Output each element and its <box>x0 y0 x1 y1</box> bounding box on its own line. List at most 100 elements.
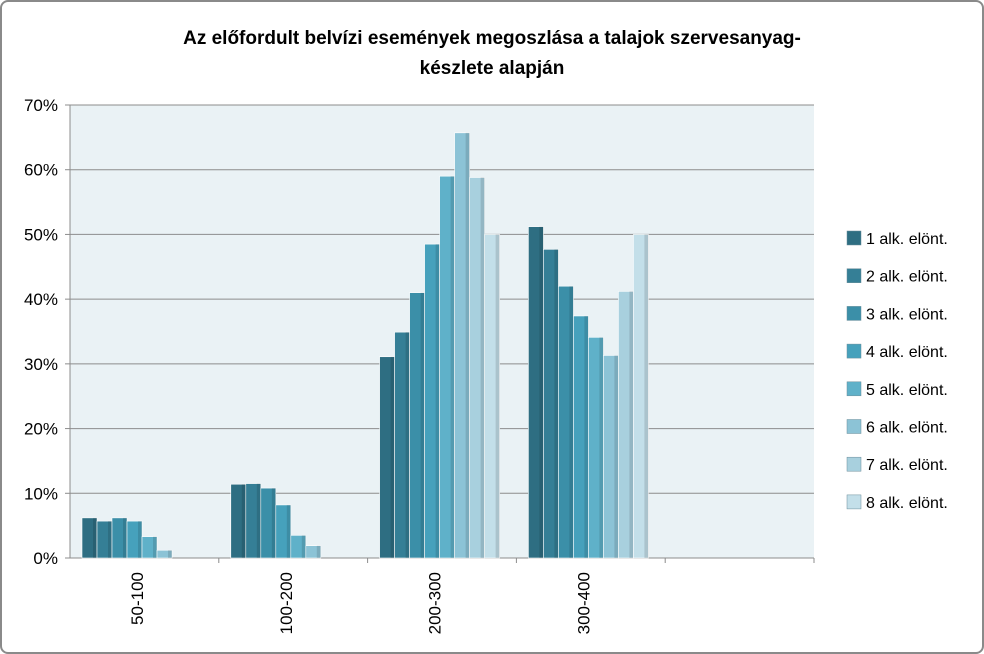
bar <box>469 177 485 559</box>
legend-label: 5 alk. elönt. <box>866 382 948 399</box>
legend-swatch <box>846 456 862 472</box>
bar <box>603 355 619 559</box>
legend-label: 3 alk. elönt. <box>866 306 948 323</box>
y-tick-label: 70% <box>24 96 58 115</box>
bar-shade <box>435 244 440 558</box>
bar-shade <box>241 484 246 558</box>
bar <box>618 291 634 559</box>
y-tick-label: 60% <box>24 161 58 180</box>
legend-label: 4 alk. elönt. <box>866 344 948 361</box>
bar-shade <box>286 504 291 558</box>
bar <box>260 487 277 559</box>
bar <box>96 520 113 559</box>
bar <box>439 175 455 559</box>
legend-item: 1 alk. elönt. <box>846 230 948 248</box>
y-tick-label: 10% <box>24 484 58 503</box>
legend-item: 7 alk. elönt. <box>846 456 948 474</box>
bar-shade <box>256 483 261 558</box>
bar-shade <box>644 234 649 558</box>
bar-shade <box>93 517 97 558</box>
bar-shade <box>584 315 589 558</box>
y-tick-label: 30% <box>24 355 58 374</box>
legend-item: 6 alk. elönt. <box>846 419 948 437</box>
bar <box>424 243 440 559</box>
bar-shade <box>465 132 470 558</box>
chart-title-line-2: készlete alapján <box>420 58 565 79</box>
bar <box>633 234 649 559</box>
x-tick-label: 300-400 <box>574 572 593 634</box>
bar-shade <box>495 234 500 558</box>
legend-swatch <box>846 306 862 321</box>
bar-body <box>305 545 322 559</box>
legend-item: 8 alk. elönt. <box>846 494 948 512</box>
legend-label: 6 alk. elönt. <box>866 420 948 437</box>
bar-shade <box>316 545 321 558</box>
chart-title-line-1: Az előfordult belvízi események megoszlá… <box>183 28 801 49</box>
legend-swatch <box>846 343 862 359</box>
legend-item: 2 alk. elönt. <box>846 268 948 286</box>
x-tick-label: 200-300 <box>426 572 445 634</box>
y-tick-label: 50% <box>24 225 58 244</box>
bar-shade <box>108 521 112 558</box>
legend-label: 1 alk. elönt. <box>866 231 948 248</box>
bar-shade <box>138 521 142 558</box>
bar-shade <box>629 291 634 558</box>
bar <box>588 337 604 559</box>
bar-shade <box>168 550 172 558</box>
bar-shade <box>153 536 157 558</box>
bar-shade <box>405 332 410 558</box>
bar <box>245 483 262 559</box>
x-tick-label: 100-200 <box>277 572 296 634</box>
y-tick-label: 0% <box>33 549 58 568</box>
bar-shade <box>450 176 455 558</box>
bar-body <box>275 504 292 559</box>
x-tick-label: 50-100 <box>128 572 147 625</box>
bar <box>81 517 98 559</box>
y-tick-label: 40% <box>24 290 58 309</box>
plot-area: 0% 10% 20% 30% 40% 50% 60% 70% 50-100 100-200 200-… <box>24 96 815 634</box>
bar <box>305 545 322 559</box>
bar-shade <box>480 177 485 559</box>
bar <box>141 536 158 559</box>
legend-label: 8 alk. elönt. <box>866 495 948 512</box>
bar <box>394 331 410 559</box>
bar <box>156 549 173 559</box>
bar-shade <box>123 517 127 558</box>
legend-swatch <box>846 230 862 246</box>
bar-shade <box>301 535 306 558</box>
bar <box>126 520 143 559</box>
legend-item: 5 alk. elönt. <box>846 381 948 399</box>
bar-shade <box>390 356 395 558</box>
y-tick-label: 20% <box>24 420 58 439</box>
bar <box>409 292 425 559</box>
legend-swatch <box>846 268 862 283</box>
legend-swatch <box>846 419 862 434</box>
legend-swatch <box>846 381 862 397</box>
legend-item: 4 alk. elönt. <box>846 343 948 361</box>
bar <box>111 517 128 559</box>
bar <box>379 356 395 559</box>
bar-body <box>141 536 158 559</box>
bar-shade <box>614 355 619 558</box>
bar-shade <box>569 286 574 558</box>
legend-item: 3 alk. elönt. <box>846 306 948 323</box>
bar-shade <box>599 337 604 558</box>
legend-swatch <box>846 494 862 510</box>
bar <box>230 483 247 559</box>
bar <box>543 249 559 559</box>
bar-body <box>633 234 649 559</box>
bar <box>275 504 292 559</box>
legend: 1 alk. elönt. 2 alk. elönt. 3 alk. elönt. 4… <box>846 230 948 512</box>
bar <box>528 226 544 559</box>
legend-label: 7 alk. elönt. <box>866 457 948 474</box>
bar <box>573 315 589 559</box>
bar <box>484 234 500 559</box>
bar-shade <box>554 249 559 558</box>
bar <box>558 285 574 559</box>
bar-shade <box>539 226 544 559</box>
bar-body <box>484 234 500 559</box>
legend-label: 2 alk. elönt. <box>866 269 948 286</box>
bar <box>290 535 307 559</box>
